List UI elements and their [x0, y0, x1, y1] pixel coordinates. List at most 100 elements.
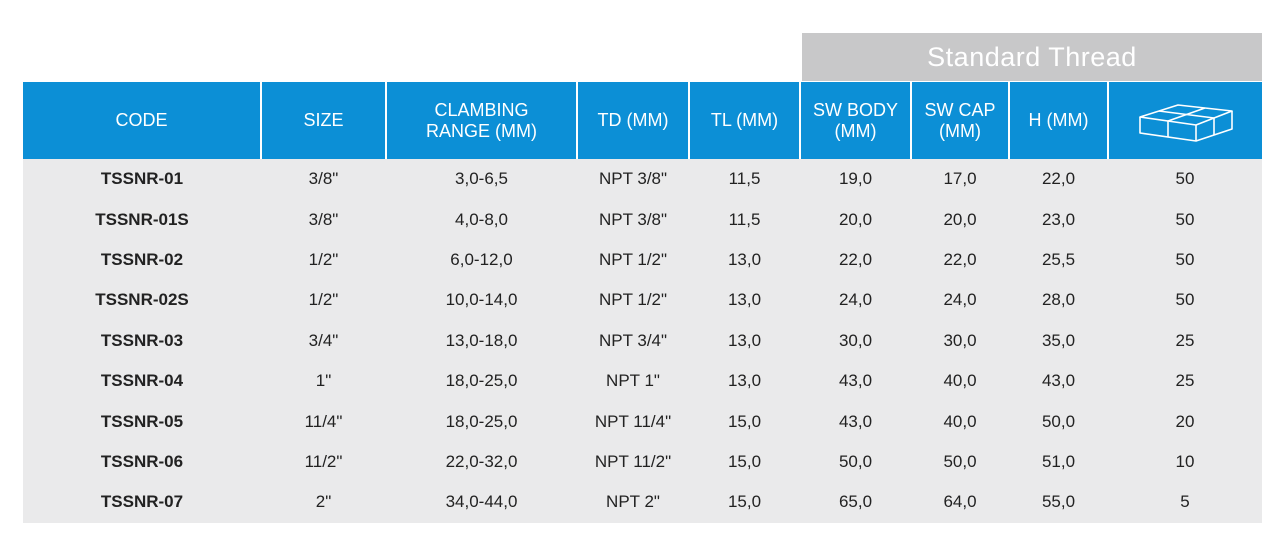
cell-h: 35,0 [1009, 320, 1108, 361]
cell-code: TSSNR-06 [23, 441, 261, 483]
cell-clambing-range: 10,0-14,0 [386, 280, 577, 321]
header-quantity [1107, 82, 1262, 159]
table-row: TSSNR-03 3/4" 13,0-18,0 NPT 3/4" 13,0 30,0 30,… [23, 320, 1262, 361]
cell-clambing-range: 13,0-18,0 [386, 320, 577, 361]
cell-sw-body: 22,0 [800, 239, 911, 281]
cell-quantity: 25 [1108, 360, 1262, 402]
cell-sw-body: 24,0 [800, 280, 911, 321]
cell-sw-body: 43,0 [800, 401, 911, 442]
cell-size: 3/4" [261, 320, 386, 361]
table-row: TSSNR-05 11/4" 18,0-25,0 NPT 11/4" 15,0 43,0 4… [23, 401, 1262, 442]
table-row: TSSNR-02 1/2" 6,0-12,0 NPT 1/2" 13,0 22,0 22,0… [23, 239, 1262, 281]
header-size: SIZE [260, 82, 386, 159]
cell-clambing-range: 18,0-25,0 [386, 401, 577, 442]
cell-h: 22,0 [1009, 159, 1108, 200]
cell-size: 11/2" [261, 441, 386, 483]
cell-tl: 11,5 [689, 159, 800, 200]
cell-td: NPT 3/4" [577, 320, 689, 361]
cell-td: NPT 3/8" [577, 159, 689, 200]
cell-code: TSSNR-07 [23, 482, 261, 523]
cell-sw-body: 50,0 [800, 441, 911, 483]
cell-quantity: 25 [1108, 320, 1262, 361]
cell-h: 51,0 [1009, 441, 1108, 483]
cell-clambing-range: 22,0-32,0 [386, 441, 577, 483]
cell-clambing-range: 18,0-25,0 [386, 360, 577, 402]
cell-h: 25,5 [1009, 239, 1108, 281]
spec-table: CODE SIZE CLAMBING RANGE (MM) TD (MM) TL… [23, 82, 1262, 523]
cell-size: 1/2" [261, 239, 386, 281]
cell-code: TSSNR-03 [23, 320, 261, 361]
cell-size: 1" [261, 360, 386, 402]
table-row: TSSNR-01 3/8" 3,0-6,5 NPT 3/8" 11,5 19,0 17,0 2… [23, 159, 1262, 200]
cell-size: 3/8" [261, 199, 386, 240]
table-row: TSSNR-06 11/2" 22,0-32,0 NPT 11/2" 15,0 50,0 5… [23, 441, 1262, 483]
header-sw-cap: SW CAP (MM) [910, 82, 1009, 159]
cell-sw-cap: 30,0 [911, 320, 1009, 361]
cell-h: 55,0 [1009, 482, 1108, 523]
standard-thread-banner: Standard Thread [802, 33, 1262, 81]
cell-sw-cap: 17,0 [911, 159, 1009, 200]
cell-code: TSSNR-02 [23, 239, 261, 281]
cell-td: NPT 1" [577, 360, 689, 402]
cell-tl: 13,0 [689, 320, 800, 361]
table-row: TSSNR-07 2" 34,0-44,0 NPT 2" 15,0 65,0 64,0 55,… [23, 482, 1262, 523]
header-code: CODE [23, 82, 261, 159]
cell-sw-cap: 20,0 [911, 199, 1009, 240]
cell-td: NPT 11/2" [577, 441, 689, 483]
cell-sw-cap: 22,0 [911, 239, 1009, 281]
cell-tl: 13,0 [689, 360, 800, 402]
cell-clambing-range: 6,0-12,0 [386, 239, 577, 281]
cell-quantity: 10 [1108, 441, 1262, 483]
cell-sw-body: 19,0 [800, 159, 911, 200]
header-td: TD (MM) [576, 82, 689, 159]
cell-code: TSSNR-01 [23, 159, 261, 200]
cell-td: NPT 1/2" [577, 239, 689, 281]
cell-size: 11/4" [261, 401, 386, 442]
cell-tl: 15,0 [689, 401, 800, 442]
cell-td: NPT 11/4" [577, 401, 689, 442]
cell-h: 43,0 [1009, 360, 1108, 402]
cell-td: NPT 2" [577, 482, 689, 523]
cell-clambing-range: 34,0-44,0 [386, 482, 577, 523]
cell-tl: 15,0 [689, 441, 800, 483]
cell-code: TSSNR-04 [23, 360, 261, 402]
cell-clambing-range: 4,0-8,0 [386, 199, 577, 240]
cell-tl: 13,0 [689, 239, 800, 281]
cell-sw-body: 43,0 [800, 360, 911, 402]
cell-code: TSSNR-01S [23, 199, 261, 240]
cell-tl: 11,5 [689, 199, 800, 240]
cell-sw-body: 20,0 [800, 199, 911, 240]
cell-code: TSSNR-02S [23, 280, 261, 321]
cell-h: 23,0 [1009, 199, 1108, 240]
cell-size: 3/8" [261, 159, 386, 200]
table-row: TSSNR-04 1" 18,0-25,0 NPT 1" 13,0 43,0 40,0 43,… [23, 360, 1262, 402]
cell-h: 28,0 [1009, 280, 1108, 321]
boxes-icon [1138, 103, 1233, 142]
cell-code: TSSNR-05 [23, 401, 261, 442]
cell-sw-cap: 40,0 [911, 360, 1009, 402]
header-row: CODE SIZE CLAMBING RANGE (MM) TD (MM) TL… [23, 82, 1262, 159]
cell-sw-cap: 40,0 [911, 401, 1009, 442]
cell-h: 50,0 [1009, 401, 1108, 442]
cell-td: NPT 1/2" [577, 280, 689, 321]
cell-clambing-range: 3,0-6,5 [386, 159, 577, 200]
table-row: TSSNR-01S 3/8" 4,0-8,0 NPT 3/8" 11,5 20,0 20,0… [23, 199, 1262, 240]
cell-tl: 13,0 [689, 280, 800, 321]
cell-quantity: 50 [1108, 239, 1262, 281]
cell-tl: 15,0 [689, 482, 800, 523]
cell-quantity: 50 [1108, 159, 1262, 200]
cell-size: 1/2" [261, 280, 386, 321]
cell-quantity: 50 [1108, 280, 1262, 321]
cell-sw-body: 65,0 [800, 482, 911, 523]
cell-sw-cap: 64,0 [911, 482, 1009, 523]
cell-quantity: 20 [1108, 401, 1262, 442]
header-clambing-range: CLAMBING RANGE (MM) [385, 82, 577, 159]
cell-quantity: 50 [1108, 199, 1262, 240]
cell-sw-cap: 50,0 [911, 441, 1009, 483]
cell-quantity: 5 [1108, 482, 1262, 523]
cell-sw-body: 30,0 [800, 320, 911, 361]
table-row: TSSNR-02S 1/2" 10,0-14,0 NPT 1/2" 13,0 24,0 24… [23, 280, 1262, 321]
cell-sw-cap: 24,0 [911, 280, 1009, 321]
cell-td: NPT 3/8" [577, 199, 689, 240]
